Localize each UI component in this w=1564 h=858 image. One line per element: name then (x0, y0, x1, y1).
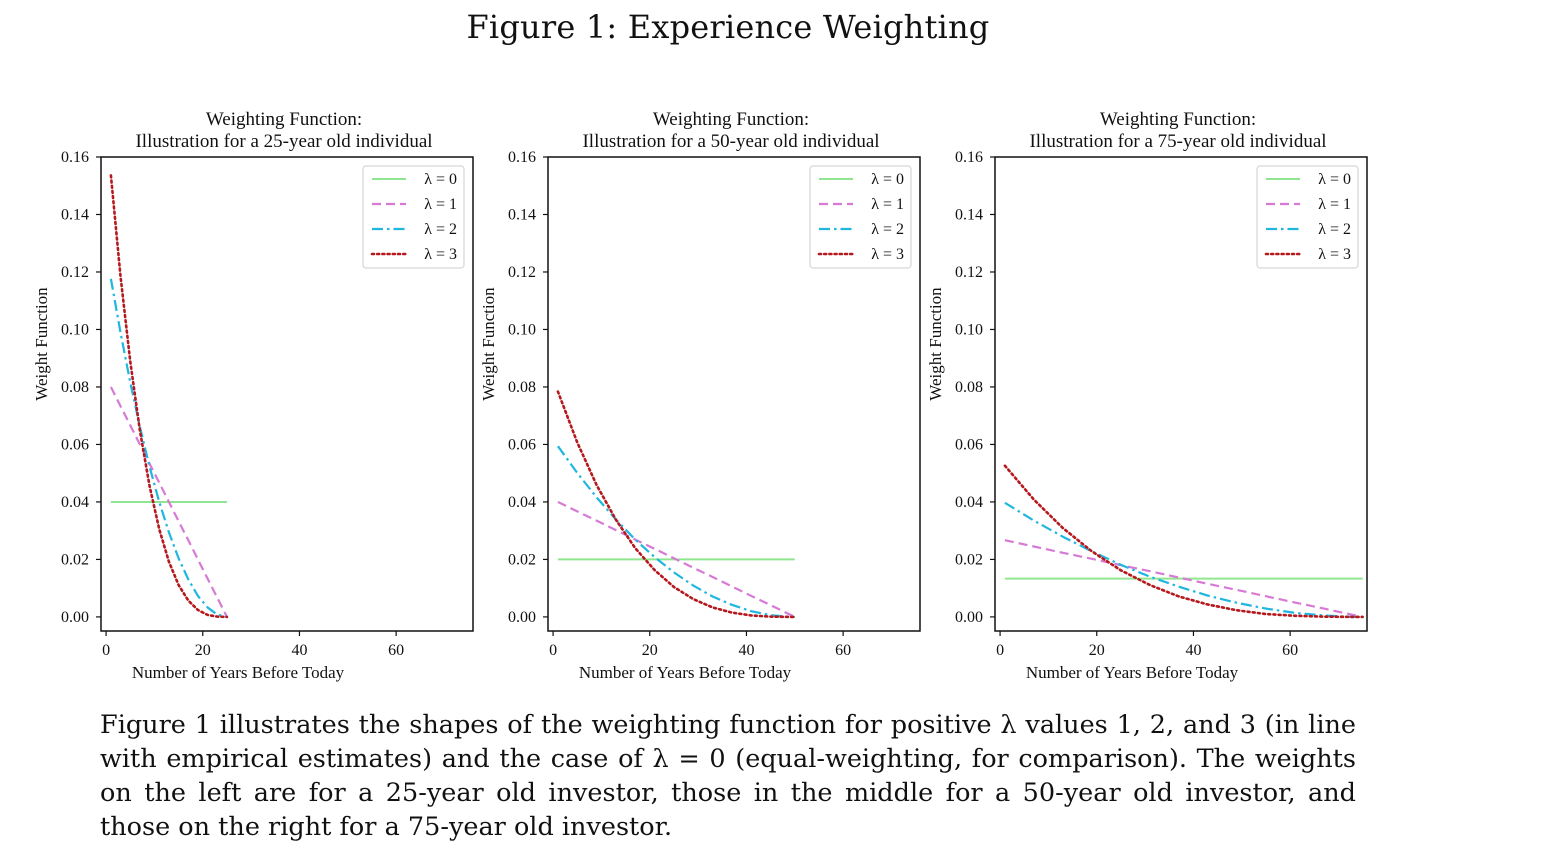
legend-label: λ = 3 (1318, 246, 1351, 263)
y-axis-label: Weight Function (479, 287, 498, 401)
plot-frame (994, 156, 1368, 632)
panel-2: Weighting Function:Illustration for a 50… (479, 109, 921, 682)
series-line-lambda-3 (1003, 464, 1364, 619)
legend-label: λ = 0 (871, 171, 904, 188)
y-tick-label: 0.04 (955, 494, 983, 511)
legend-label: λ = 2 (1318, 221, 1351, 238)
series-line-lambda-2 (1004, 501, 1363, 619)
x-tick-label: 0 (102, 642, 110, 659)
plot-frame (100, 156, 474, 632)
x-tick-label: 60 (1282, 642, 1298, 659)
x-tick-label: 20 (642, 642, 658, 659)
legend-label: λ = 3 (424, 246, 457, 263)
x-axis-label: Number of Years Before Today (1026, 663, 1239, 682)
y-tick-label: 0.12 (61, 264, 89, 281)
y-tick-label: 0.06 (508, 436, 536, 453)
y-tick-label: 0.14 (61, 206, 89, 223)
x-tick-label: 0 (996, 642, 1004, 659)
series-line-lambda-1 (109, 386, 228, 618)
legend-label: λ = 2 (424, 221, 457, 238)
y-tick-label: 0.00 (955, 609, 983, 626)
panel-title-line: Illustration for a 75-year old individua… (1029, 131, 1326, 152)
y-tick-label: 0.00 (508, 609, 536, 626)
series-line-lambda-3 (556, 390, 797, 619)
x-axis-label: Number of Years Before Today (132, 663, 345, 682)
y-axis-label: Weight Function (926, 287, 945, 401)
y-axis-label: Weight Function (32, 287, 51, 401)
panel-3: Weighting Function:Illustration for a 75… (926, 109, 1368, 682)
x-axis-label: Number of Years Before Today (579, 663, 792, 682)
y-tick-label: 0.14 (955, 206, 983, 223)
plot-frame (547, 156, 921, 632)
y-tick-label: 0.08 (508, 379, 536, 396)
series-line-lambda-2 (557, 445, 795, 619)
legend-label: λ = 1 (871, 196, 904, 213)
y-tick-label: 0.02 (955, 551, 983, 568)
y-tick-label: 0.14 (508, 206, 536, 223)
y-tick-label: 0.00 (61, 609, 89, 626)
y-tick-label: 0.08 (955, 379, 983, 396)
x-tick-label: 60 (835, 642, 851, 659)
panel-title-line: Illustration for a 25-year old individua… (135, 131, 432, 152)
x-tick-label: 60 (388, 642, 404, 659)
y-tick-label: 0.16 (955, 149, 983, 166)
legend-label: λ = 2 (871, 221, 904, 238)
legend: λ = 0 λ = 1 λ = 2 λ = 3 (1256, 165, 1359, 269)
y-tick-label: 0.12 (508, 264, 536, 281)
panel-1: Weighting Function:Illustration for a 25… (32, 109, 474, 682)
panel-title-line: Weighting Function: (1100, 109, 1256, 130)
series-line-lambda-1 (1004, 539, 1363, 618)
series-line-lambda-3 (109, 174, 229, 619)
y-tick-label: 0.02 (508, 551, 536, 568)
x-tick-label: 40 (738, 642, 754, 659)
y-tick-label: 0.16 (61, 149, 89, 166)
x-tick-label: 20 (1089, 642, 1105, 659)
x-tick-label: 20 (195, 642, 211, 659)
y-tick-label: 0.02 (61, 551, 89, 568)
series-line-lambda-2 (109, 278, 228, 618)
x-tick-label: 40 (1185, 642, 1201, 659)
legend-box (1256, 165, 1359, 269)
y-tick-label: 0.04 (508, 494, 536, 511)
panel-title-line: Weighting Function: (206, 109, 362, 130)
y-tick-label: 0.10 (61, 321, 89, 338)
legend-label: λ = 0 (424, 171, 457, 188)
y-tick-label: 0.04 (61, 494, 89, 511)
legend-box (362, 165, 465, 269)
y-tick-label: 0.06 (61, 436, 89, 453)
figure-caption: Figure 1 illustrates the shapes of the w… (100, 710, 1356, 842)
y-tick-label: 0.10 (508, 321, 536, 338)
figure-title: Figure 1: Experience Weighting (466, 8, 990, 46)
legend-box (809, 165, 912, 269)
y-tick-label: 0.10 (955, 321, 983, 338)
legend-label: λ = 1 (424, 196, 457, 213)
legend: λ = 0 λ = 1 λ = 2 λ = 3 (809, 165, 912, 269)
figure-panels: Weighting Function:Illustration for a 25… (32, 109, 1368, 682)
x-tick-label: 0 (549, 642, 557, 659)
legend-label: λ = 1 (1318, 196, 1351, 213)
panel-title-line: Illustration for a 50-year old individua… (582, 131, 879, 152)
y-tick-label: 0.06 (955, 436, 983, 453)
y-tick-label: 0.08 (61, 379, 89, 396)
series-line-lambda-1 (557, 500, 796, 618)
legend: λ = 0 λ = 1 λ = 2 λ = 3 (362, 165, 465, 269)
y-tick-label: 0.12 (955, 264, 983, 281)
x-tick-label: 40 (291, 642, 307, 659)
y-tick-label: 0.16 (508, 149, 536, 166)
panel-title-line: Weighting Function: (653, 109, 809, 130)
legend-label: λ = 3 (871, 246, 904, 263)
legend-label: λ = 0 (1318, 171, 1351, 188)
